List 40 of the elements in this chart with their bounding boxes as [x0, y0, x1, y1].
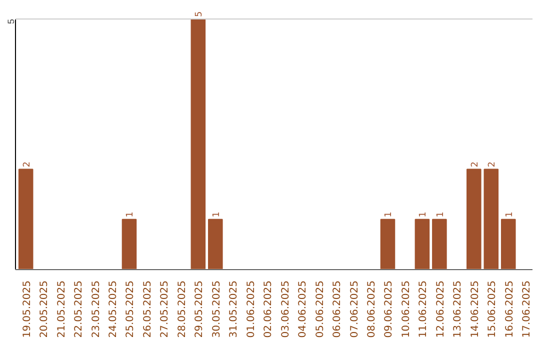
x-tick-label: 03.06.2025	[280, 280, 292, 338]
x-tick-label: 04.06.2025	[298, 280, 309, 338]
x-tick-label: 02.06.2025	[263, 280, 274, 338]
x-tick-label: 06.06.2025	[332, 280, 344, 338]
x-tick-label: 07.06.2025	[349, 280, 360, 338]
x-tick-label: 15.06.2025	[487, 280, 498, 338]
data-label: 1	[504, 212, 515, 218]
x-tick-label: 22.05.2025	[74, 280, 85, 338]
x-tick-label: 23.05.2025	[90, 280, 102, 338]
x-tick-label: 31.05.2025	[228, 280, 240, 338]
x-tick-label: 17.06.2025	[522, 280, 533, 338]
x-tick-label: 16.06.2025	[504, 280, 516, 338]
x-tick-label: 19.05.2025	[22, 280, 33, 338]
data-label: 2	[470, 162, 480, 168]
x-tick-label: 27.05.2025	[160, 280, 171, 338]
x-tick-label: 28.05.2025	[176, 280, 188, 338]
data-label: 2	[22, 162, 32, 168]
data-label: 5	[194, 11, 205, 18]
x-tick-label: 11.06.2025	[418, 280, 430, 338]
x-tick-label: 08.06.2025	[366, 280, 378, 338]
x-tick-label: 29.05.2025	[194, 280, 206, 338]
x-tick-label: 21.05.2025	[56, 280, 68, 338]
x-tick-label: 12.06.2025	[435, 280, 446, 338]
x-tick-label: 01.06.2025	[246, 280, 257, 338]
x-tick-label: 05.06.2025	[314, 280, 326, 338]
x-tick-label: 09.06.2025	[384, 280, 395, 338]
data-label: 1	[126, 212, 136, 218]
x-tick-label: 25.05.2025	[125, 280, 136, 338]
x-tick-label: 30.05.2025	[211, 280, 222, 338]
data-label: 1	[212, 212, 222, 218]
data-label: 1	[418, 212, 429, 218]
x-tick-label: 20.05.2025	[39, 280, 50, 338]
x-tick-label: 14.06.2025	[470, 280, 481, 338]
x-tick-label: 24.05.2025	[108, 280, 120, 338]
x-tick-label: 10.06.2025	[400, 280, 412, 338]
data-label: 1	[384, 212, 394, 218]
data-label: 1	[436, 212, 446, 218]
x-tick-label: 13.06.2025	[452, 280, 464, 338]
x-tick-label: 26.05.2025	[142, 280, 154, 338]
data-label: 2	[488, 162, 498, 168]
